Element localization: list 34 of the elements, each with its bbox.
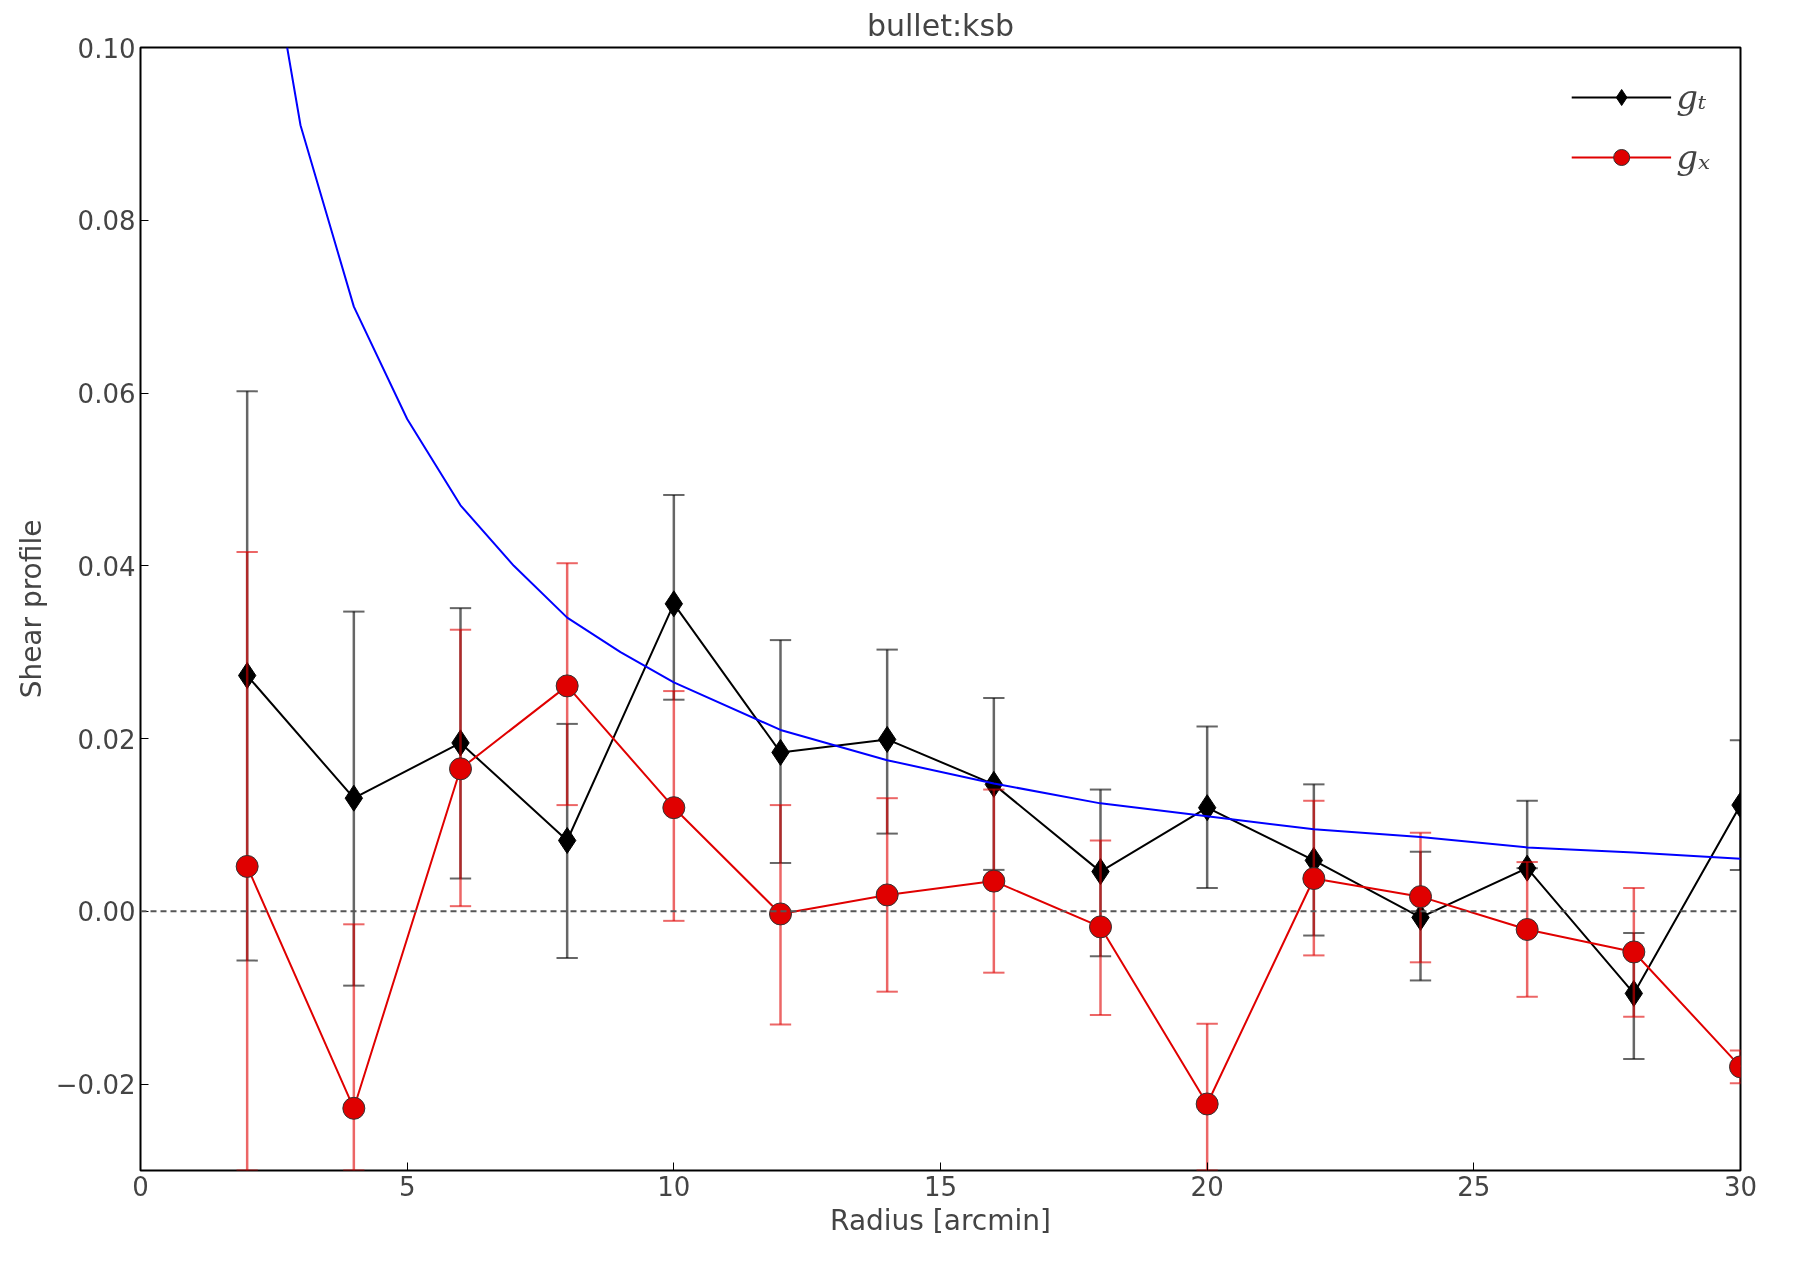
y-tick-label: 0.08	[77, 206, 136, 237]
point	[1089, 915, 1112, 939]
legend-label: gₓ	[1676, 137, 1710, 177]
y-axis-title: Shear profile	[14, 519, 48, 699]
point	[662, 796, 686, 820]
chart-title: bullet:ksb	[866, 7, 1015, 43]
line-series	[286, 47, 1741, 860]
x-tick-label: 10	[657, 1171, 691, 1202]
x-tick-label: 30	[1723, 1171, 1758, 1202]
y-tick-label: −0.02	[55, 1070, 136, 1101]
point	[769, 902, 792, 926]
legend-label: gₜ	[1676, 77, 1707, 117]
point	[235, 854, 259, 878]
y-tick-label: 0.02	[77, 724, 136, 755]
y-tick-label: 0.04	[77, 551, 136, 582]
y-tick-label: 0.06	[77, 379, 136, 410]
point	[342, 1096, 366, 1120]
x-tick-label: 0	[132, 1171, 149, 1202]
point	[1622, 940, 1646, 964]
x-tick-label: 5	[398, 1171, 416, 1202]
point	[449, 757, 472, 781]
point	[982, 869, 1006, 893]
point	[1302, 867, 1326, 890]
point	[1515, 918, 1539, 941]
point	[1409, 885, 1432, 909]
point	[555, 674, 579, 698]
x-tick-label: 20	[1190, 1171, 1224, 1202]
y-tick-label: 0.10	[77, 33, 136, 64]
point	[875, 883, 899, 907]
y-tick-label: 0.00	[77, 897, 136, 928]
x-tick-label: 15	[923, 1171, 958, 1202]
x-tick-label: 25	[1457, 1171, 1491, 1202]
x-axis-title: Radius [arcmin]	[830, 1203, 1051, 1237]
point	[1195, 1092, 1219, 1116]
